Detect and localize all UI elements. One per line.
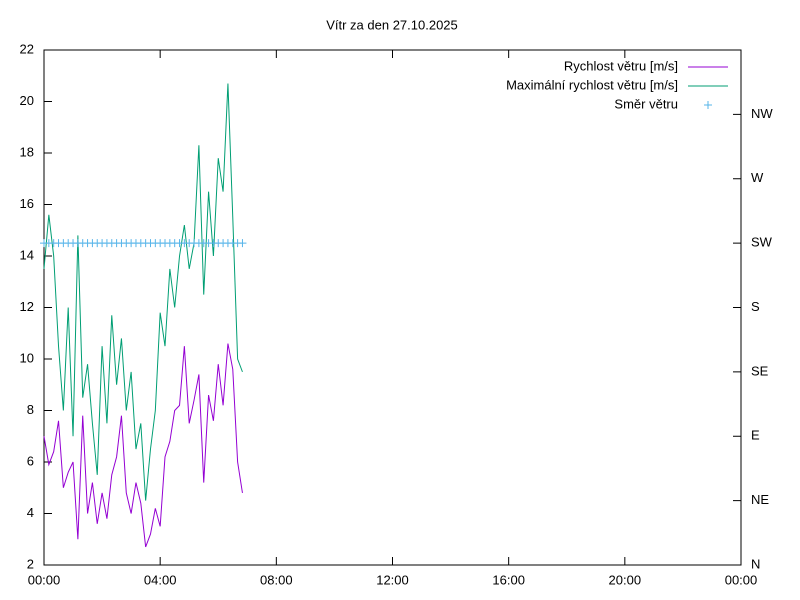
- series-line: [43, 83, 243, 501]
- y-tick-label: 16: [20, 196, 34, 211]
- chart-title: Vítr za den 27.10.2025: [326, 17, 458, 32]
- x-tick-label: 20:00: [609, 572, 642, 587]
- legend-symbol: [704, 101, 712, 109]
- x-tick-label: 00:00: [28, 572, 61, 587]
- x-tick-label: 08:00: [260, 572, 293, 587]
- y2-tick-label: NE: [751, 492, 769, 507]
- plot-border: [43, 49, 742, 566]
- y-tick-label: 4: [27, 505, 34, 520]
- y2-tick-label: S: [751, 299, 760, 314]
- x-tick-label: 12:00: [376, 572, 409, 587]
- y-tick-label: 22: [20, 41, 34, 56]
- y-tick-label: 8: [27, 402, 34, 417]
- y2-tick-label: SW: [751, 235, 773, 250]
- legend-label: Směr větru: [614, 96, 678, 111]
- x-tick-label: 00:00: [725, 572, 758, 587]
- y-tick-label: 10: [20, 350, 34, 365]
- y-tick-label: 20: [20, 93, 34, 108]
- y-tick-label: 14: [20, 247, 34, 262]
- direction-point: [238, 239, 247, 248]
- y2-tick-label: N: [751, 556, 760, 571]
- y2-tick-label: E: [751, 428, 760, 443]
- series-line: [43, 343, 243, 548]
- y2-tick-label: W: [751, 170, 764, 185]
- y-tick-label: 6: [27, 453, 34, 468]
- y-tick-label: 2: [27, 556, 34, 571]
- x-tick-label: 04:00: [144, 572, 177, 587]
- y-tick-label: 18: [20, 144, 34, 159]
- y2-tick-label: NW: [751, 106, 773, 121]
- y-tick-label: 12: [20, 299, 34, 314]
- legend-label: Maximální rychlost větru [m/s]: [506, 77, 678, 92]
- y2-tick-label: SE: [751, 363, 769, 378]
- legend-label: Rychlost větru [m/s]: [564, 58, 678, 73]
- x-tick-label: 16:00: [492, 572, 525, 587]
